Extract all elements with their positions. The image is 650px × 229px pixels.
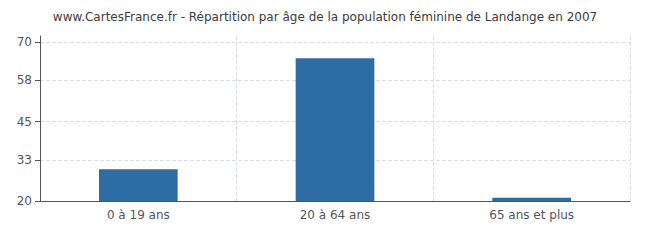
svg-text:20 à 64 ans: 20 à 64 ans [300, 208, 371, 222]
svg-text:20: 20 [17, 194, 32, 208]
svg-text:70: 70 [17, 35, 32, 49]
svg-text:65 ans et plus: 65 ans et plus [489, 208, 574, 222]
svg-text:58: 58 [17, 73, 32, 87]
svg-text:45: 45 [17, 115, 32, 129]
svg-text:www.CartesFrance.fr - Répartit: www.CartesFrance.fr - Répartition par âg… [53, 10, 597, 24]
svg-text:33: 33 [17, 153, 32, 167]
svg-text:0 à 19 ans: 0 à 19 ans [107, 208, 170, 222]
